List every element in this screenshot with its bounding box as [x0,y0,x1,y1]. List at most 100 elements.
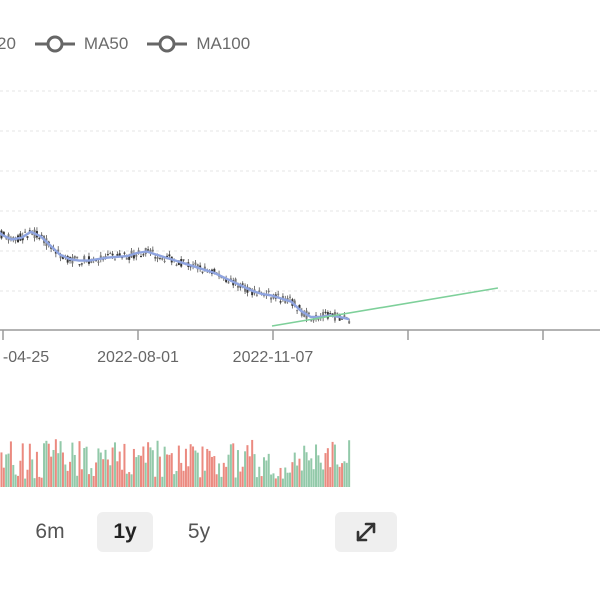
candle-body-25 [31,233,34,235]
candle-body-130 [279,301,282,303]
candle-body-149 [324,311,327,313]
volume-bar-14 [5,454,8,487]
candle-body-48 [85,261,88,263]
candle-body-148 [322,312,325,318]
volume-bar-62 [118,451,121,487]
candle-body-136 [293,300,296,306]
candle-body-43 [73,255,76,259]
volume-bar-89 [182,470,185,487]
candle-body-151 [329,313,332,315]
volume-bar-78 [156,440,159,487]
candle-body-29 [40,234,43,236]
volume-bar-128 [274,478,277,487]
volume-bar-29 [40,477,43,487]
candle-body-120 [255,294,258,296]
range-selector: 6m 1y 5y [0,512,600,556]
volume-bar-92 [189,444,192,487]
candle-body-89 [182,259,185,261]
volume-bar-22 [24,478,27,487]
volume-bar-66 [128,472,131,487]
volume-bar-118 [251,439,254,487]
legend-item-ma50[interactable]: MA50 [34,34,128,54]
candle-body-66 [128,256,131,260]
volume-bar-114 [241,466,244,487]
volume-bar-141 [305,452,308,487]
volume-bar-43 [73,454,76,487]
volume-bar-81 [163,446,166,487]
volume-bar-40 [66,470,69,487]
volume-bar-153 [333,444,336,487]
volume-bar-38 [61,452,64,487]
volume-bar-147 [319,462,322,487]
candle-body-126 [270,297,273,300]
volume-bar-31 [45,440,48,487]
volume-bar-21 [21,443,24,487]
volume-bar-61 [116,461,119,487]
candle-body-118 [251,291,254,296]
range-5y-button[interactable]: 5y [187,520,211,543]
volume-bar-39 [64,464,67,487]
volume-bar-83 [168,454,171,487]
volume-bar-63 [121,469,124,487]
candle-body-102 [213,268,216,273]
expand-icon [356,522,376,542]
volume-bar-79 [158,456,161,487]
candle-body-46 [80,263,83,265]
volume-bar-23 [26,469,29,487]
candle-body-23 [26,236,29,238]
volume-bar-64 [123,443,126,487]
candle-body-94 [194,262,197,265]
volume-bar-101 [210,456,213,487]
volume-bar-123 [262,457,265,487]
volume-bar-158 [345,462,348,487]
legend-item-ma100[interactable]: MA100 [146,34,250,54]
expand-button[interactable] [335,512,397,552]
candle-body-38 [61,256,64,259]
candle-body-58 [109,253,112,255]
volume-bar-70 [137,455,140,487]
candle-body-137 [296,310,299,312]
candle-body-139 [300,310,303,316]
range-1y-button[interactable]: 1y [97,512,153,552]
candle-body-74 [147,249,150,251]
x-tick-label-2: 2022-11-07 [233,349,314,366]
ma-series-line [0,230,350,321]
candle-body-54 [99,255,102,260]
volume-bar-19 [17,475,20,487]
volume-bar-125 [267,453,270,487]
volume-bar-143 [310,458,313,487]
volume-bar-69 [135,457,138,487]
volume-bar-142 [307,460,310,487]
volume-bar-37 [59,441,62,487]
volume-bar-116 [246,445,249,487]
volume-bar-157 [343,461,346,487]
volume-bar-159 [348,440,351,487]
volume-bar-99 [206,448,209,487]
volume-bar-13 [2,467,5,487]
volume-bar-15 [7,453,10,487]
range-6m-button[interactable]: 6m [35,520,65,543]
legend-partial-label[interactable]: 20 [0,34,16,53]
volume-bar-49 [87,474,90,487]
candle-body-53 [97,261,100,263]
candle-body-18 [14,239,17,241]
volume-bar-104 [218,463,221,487]
candle-body-47 [83,256,86,262]
candle-body-142 [307,312,310,315]
volume-bar-127 [272,473,275,487]
volume-bar-85 [173,474,176,487]
candle-body-86 [175,264,178,266]
volume-bar-119 [253,454,256,487]
volume-bar-17 [12,464,15,487]
candle-body-121 [258,290,261,293]
volume-bar-97 [201,446,204,487]
volume-bar-90 [184,448,187,487]
volume-bar-136 [293,452,296,487]
volume-bar-34 [52,449,55,487]
candle-body-105 [220,277,223,279]
volume-bar-68 [132,448,135,487]
volume-bar-120 [255,477,258,487]
candle-body-108 [227,282,230,284]
volume-bar-56 [104,449,107,487]
volume-bar-46 [80,469,83,487]
